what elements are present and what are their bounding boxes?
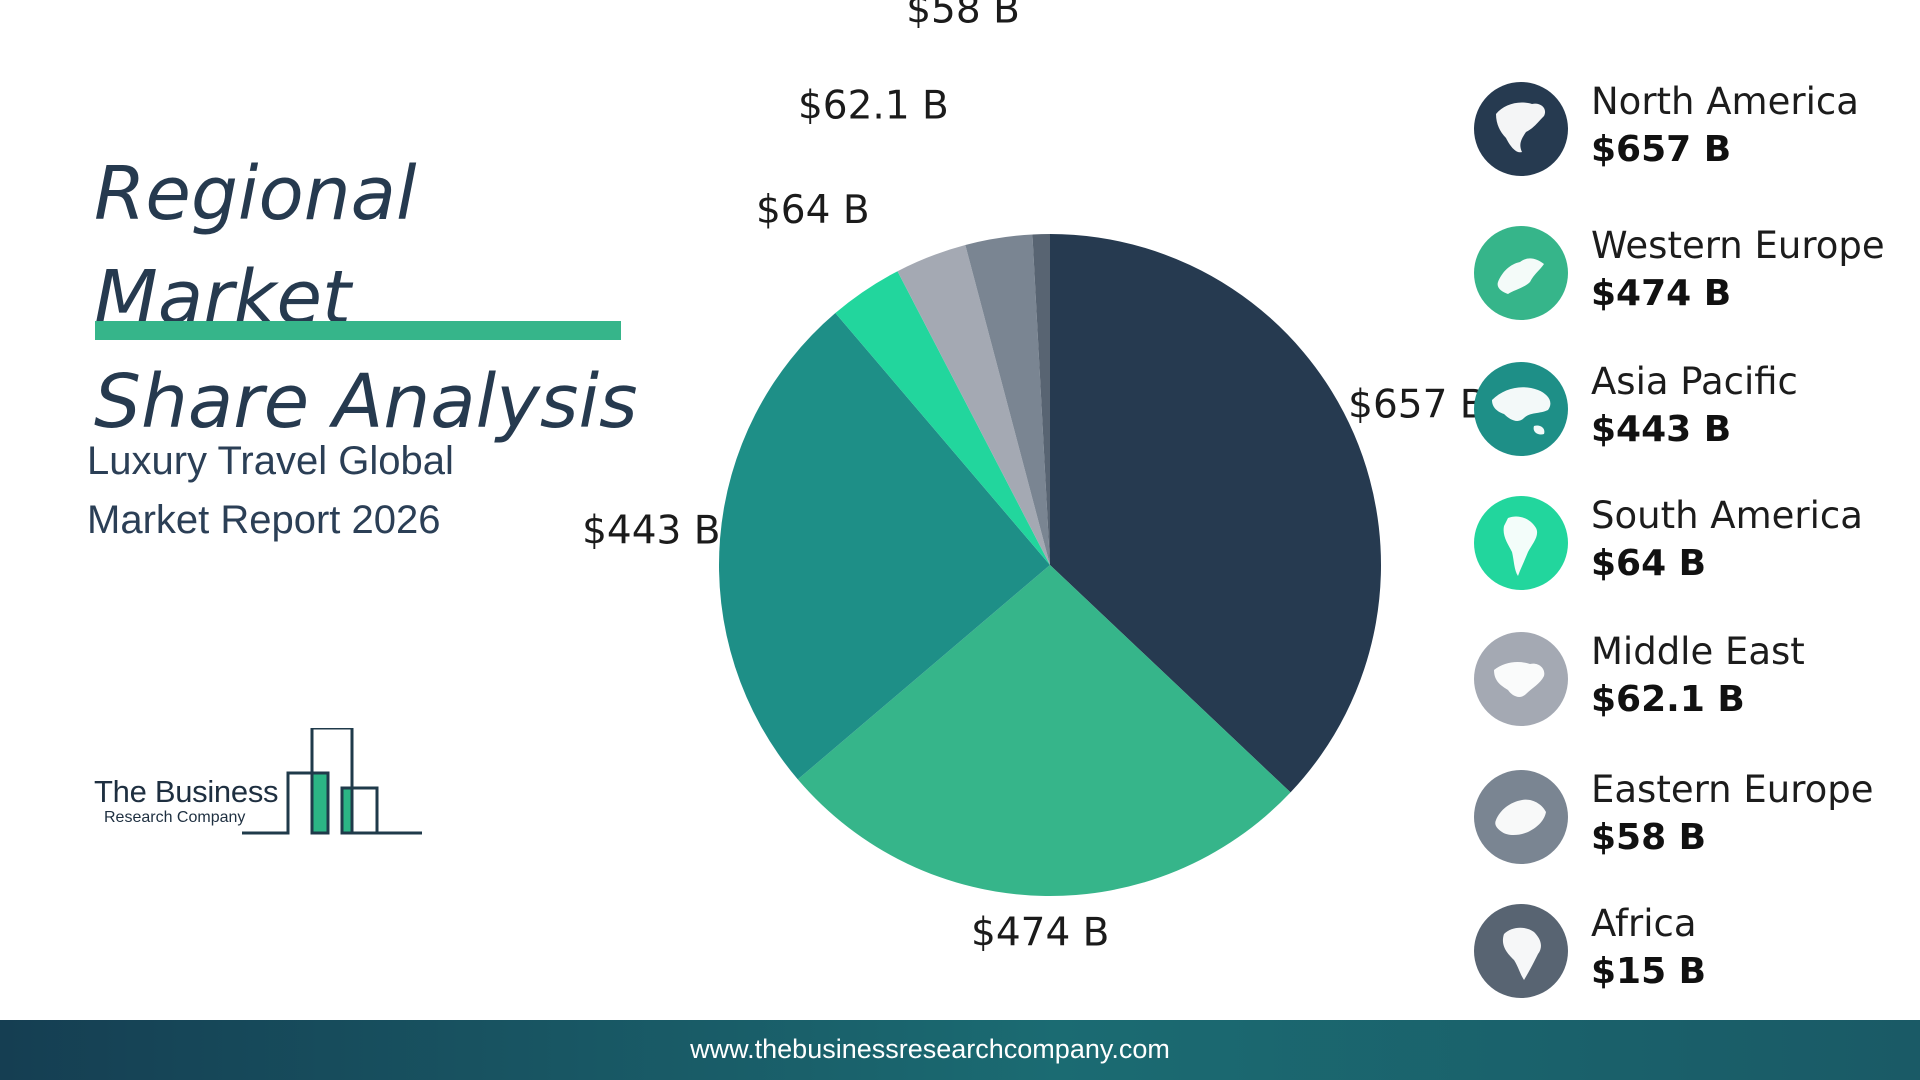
legend-name: Western Europe [1591, 224, 1885, 267]
pie-chart: $657 B$474 B$443 B$64 B$62.1 B$58 B$15 B [582, 0, 1486, 955]
pie-slice-eastern-europe [965, 234, 1050, 566]
logo-buildings-icon [242, 728, 422, 835]
asia-pacific-map-icon [1474, 362, 1568, 456]
eastern-europe-map-icon [1474, 770, 1568, 864]
pie-label-western-europe: $474 B [971, 910, 1109, 955]
pie-slice-middle-east [897, 245, 1050, 565]
logo-name: The Business [94, 774, 279, 809]
legend-name: North America [1591, 80, 1859, 123]
pie-label-asia-pacific: $443 B [582, 508, 720, 553]
western-europe-map-icon [1474, 226, 1568, 320]
legend-value: $15 B [1591, 951, 1707, 992]
legend-value: $62.1 B [1591, 679, 1745, 720]
company-logo: The Business Research Company [92, 728, 442, 838]
north-america-map-icon [1474, 82, 1568, 176]
footer-url[interactable]: www.thebusinessresearchcompany.com [690, 1034, 1170, 1064]
south-america-map-icon [1474, 496, 1568, 590]
legend-name: Middle East [1591, 630, 1805, 673]
africa-map-icon [1474, 904, 1568, 998]
pie-slice-africa [1032, 234, 1050, 565]
title-underline-bar [95, 321, 621, 340]
legend-name: Africa [1591, 902, 1697, 945]
pie-slice-south-america [835, 271, 1050, 565]
pie-slice-asia-pacific [719, 313, 1050, 780]
pie-label-eastern-europe: $58 B [906, 0, 1020, 32]
pie-label-south-america: $64 B [756, 188, 870, 233]
subtitle-line-1: Luxury Travel Global [87, 439, 454, 483]
legend-item-africa: Africa $15 B [1474, 902, 1914, 1002]
legend-item-western-europe: Western Europe $474 B [1474, 224, 1914, 324]
legend-value: $474 B [1591, 273, 1732, 314]
legend-name: Eastern Europe [1591, 768, 1874, 811]
pie-slice-north-america [1050, 234, 1382, 793]
report-subtitle: Luxury Travel Global Market Report 2026 [87, 432, 547, 550]
legend-value: $443 B [1591, 409, 1732, 450]
middle-east-map-icon [1474, 632, 1568, 726]
pie-label-north-america: $657 B [1348, 382, 1486, 427]
legend-item-asia-pacific: Asia Pacific $443 B [1474, 360, 1914, 460]
legend-item-north-america: North America $657 B [1474, 80, 1914, 180]
legend-name: Asia Pacific [1591, 360, 1798, 403]
legend-name: South America [1591, 494, 1863, 537]
logo-subtitle: Research Company [104, 809, 246, 826]
title-line-2: Share Analysis [94, 358, 638, 445]
title-line-1: Regional Market [94, 150, 417, 341]
legend-item-middle-east: Middle East $62.1 B [1474, 630, 1914, 730]
legend-item-eastern-europe: Eastern Europe $58 B [1474, 768, 1914, 868]
page-title: Regional Market Share Analysis [94, 142, 654, 454]
subtitle-line-2: Market Report 2026 [87, 498, 441, 542]
legend-value: $657 B [1591, 129, 1732, 170]
pie-label-middle-east: $62.1 B [798, 83, 949, 128]
legend-value: $58 B [1591, 817, 1707, 858]
legend-item-south-america: South America $64 B [1474, 494, 1914, 594]
footer-bar: www.thebusinessresearchcompany.com [0, 1020, 1920, 1080]
pie-slice-western-europe [797, 565, 1291, 896]
legend-value: $64 B [1591, 543, 1707, 584]
